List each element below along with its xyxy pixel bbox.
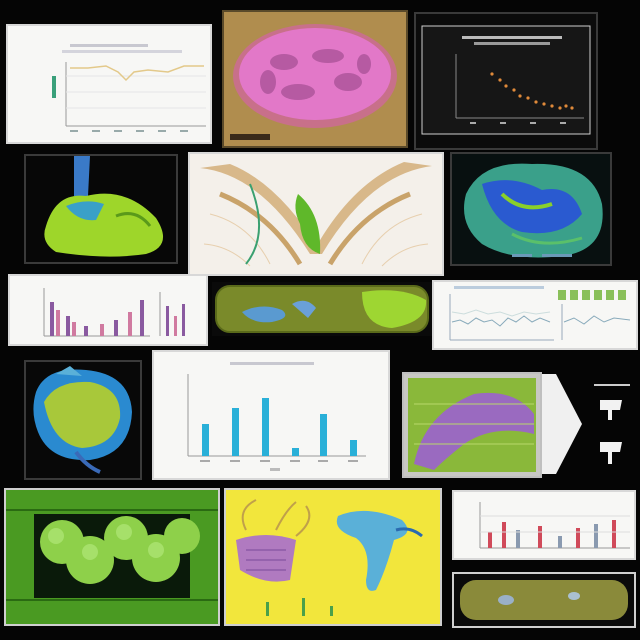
olive-tube-image (460, 580, 628, 620)
line-chart-panel-b (432, 280, 638, 350)
x-tick-labels (70, 130, 188, 132)
tube-tissue-image-panel (212, 282, 432, 336)
bar-chart-panel-main (152, 350, 390, 480)
x-tick-labels (200, 460, 358, 462)
tooth-icon (600, 442, 622, 464)
chart-title-bar (462, 36, 562, 39)
x-axis-label-bar (270, 468, 280, 471)
tooth-icons-panel (586, 380, 636, 476)
legend-markers (558, 290, 626, 300)
chart-title-bar (230, 362, 314, 365)
tube-tissue-image (215, 285, 429, 333)
green-broccoli-image (6, 490, 218, 624)
purple-tissue-image (408, 378, 536, 472)
chart-title-bar (454, 286, 544, 289)
chart-title-bar (70, 44, 148, 47)
bar-chart-panel-a (8, 274, 208, 346)
chart-subtitle-bar (62, 50, 182, 53)
right-arrow-icon (542, 374, 582, 474)
bars-inset (166, 304, 185, 336)
chart-subtitle-bar (474, 42, 550, 45)
branching-tissue-image (190, 154, 442, 274)
pink-cell-image-panel (222, 10, 408, 148)
olive-tube-image-panel (452, 572, 636, 628)
yellow-green-cell-image-panel (24, 360, 142, 480)
green-tissue-image (26, 156, 176, 262)
bars (50, 300, 144, 336)
branching-tissue-image-panel (188, 152, 444, 276)
series-line (70, 65, 204, 82)
tooth-icons (594, 384, 630, 464)
arrow-icon-panel (542, 374, 582, 474)
scatter-points (490, 72, 574, 110)
blue-green-cell-image-panel (450, 152, 612, 266)
green-tissue-image-panel (24, 154, 178, 264)
tooth-icon (600, 400, 622, 420)
bar-chart-c (479, 502, 630, 549)
bar-chart-a (43, 288, 185, 337)
scatter-chart-panel (414, 12, 598, 150)
yellow-illustration (226, 490, 440, 624)
bar-chart-panel-c (452, 490, 636, 560)
scatter-chart (421, 25, 591, 135)
green-broccoli-image-panel (4, 488, 220, 626)
purple-tissue-image-panel (402, 372, 542, 478)
yellow-green-cell-image (26, 362, 140, 478)
x-tick-labels (470, 122, 566, 124)
bars (488, 520, 616, 548)
bar-chart-main (187, 362, 366, 471)
yellow-illustration-panel (224, 488, 442, 626)
legend-marker (52, 76, 56, 98)
blue-green-cell-image (452, 154, 610, 264)
line-chart (52, 44, 206, 132)
pink-cell-image (224, 12, 406, 146)
bars (202, 398, 357, 456)
gridlines (66, 75, 206, 109)
line-chart-panel (6, 24, 212, 144)
line-chart-b (449, 286, 631, 341)
